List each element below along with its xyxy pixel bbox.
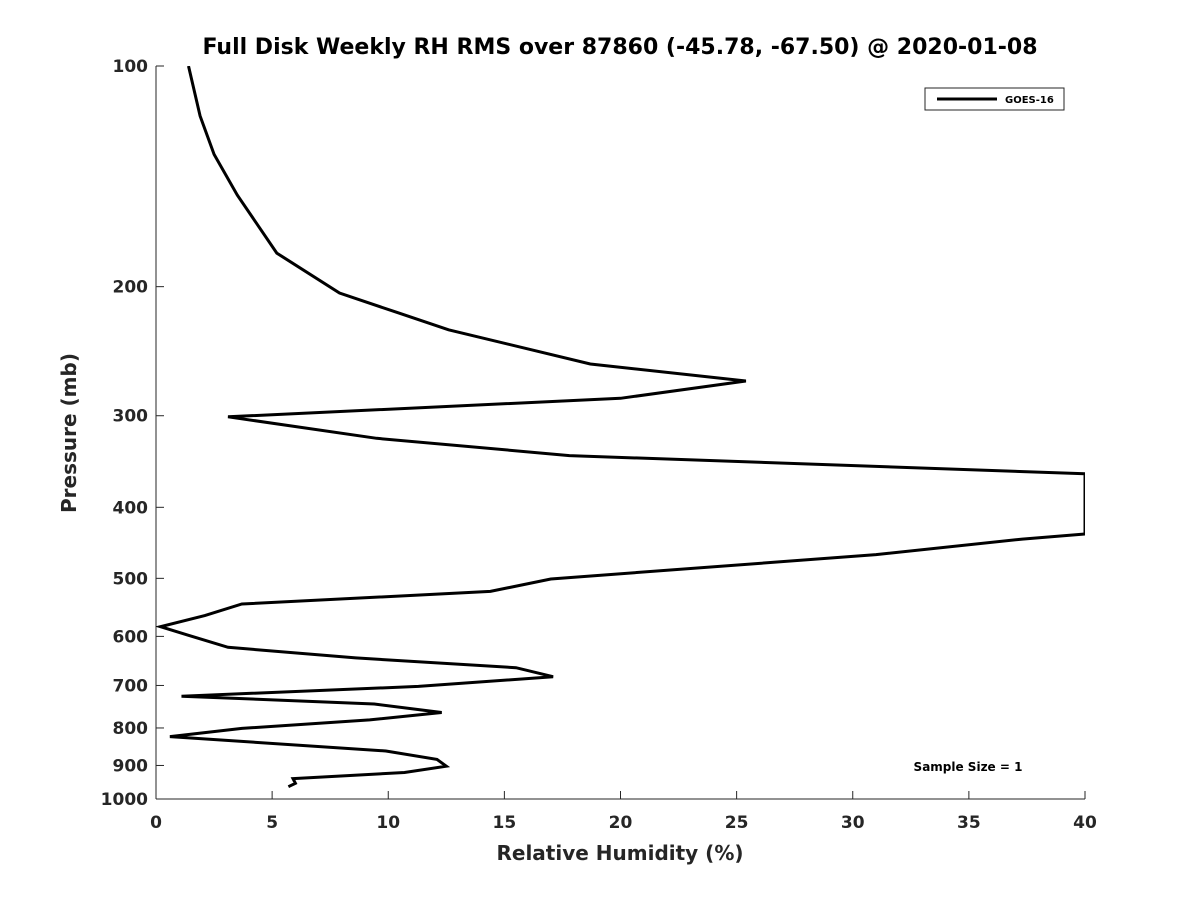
- y-tick-label: 700: [113, 676, 149, 696]
- y-tick-label: 500: [113, 569, 149, 589]
- x-tick-label: 0: [150, 813, 162, 833]
- y-tick-label: 200: [113, 278, 149, 298]
- x-tick-label: 5: [266, 813, 278, 833]
- legend-label: GOES-16: [1005, 95, 1054, 106]
- y-tick-label: 600: [113, 627, 149, 647]
- series-line-goes-16: [156, 66, 1085, 789]
- y-tick-label: 100: [113, 57, 149, 77]
- x-axis-label: Relative Humidity (%): [496, 841, 743, 865]
- x-tick-label: 30: [841, 813, 865, 833]
- y-tick-label: 300: [113, 407, 149, 427]
- x-tick-label: 25: [725, 813, 749, 833]
- x-tick-label: 15: [493, 813, 517, 833]
- x-tick-label: 20: [609, 813, 633, 833]
- y-tick-label: 800: [113, 719, 149, 739]
- x-tick-label: 40: [1073, 813, 1097, 833]
- chart-title: Full Disk Weekly RH RMS over 87860 (-45.…: [202, 35, 1037, 60]
- y-tick-label: 1000: [101, 790, 148, 810]
- y-axis-label: Pressure (mb): [57, 353, 81, 513]
- x-tick-label: 10: [376, 813, 400, 833]
- y-tick-label: 900: [113, 756, 149, 776]
- sample-size-annotation: Sample Size = 1: [914, 760, 1023, 774]
- x-tick-label: 35: [957, 813, 981, 833]
- y-tick-label: 400: [113, 498, 149, 518]
